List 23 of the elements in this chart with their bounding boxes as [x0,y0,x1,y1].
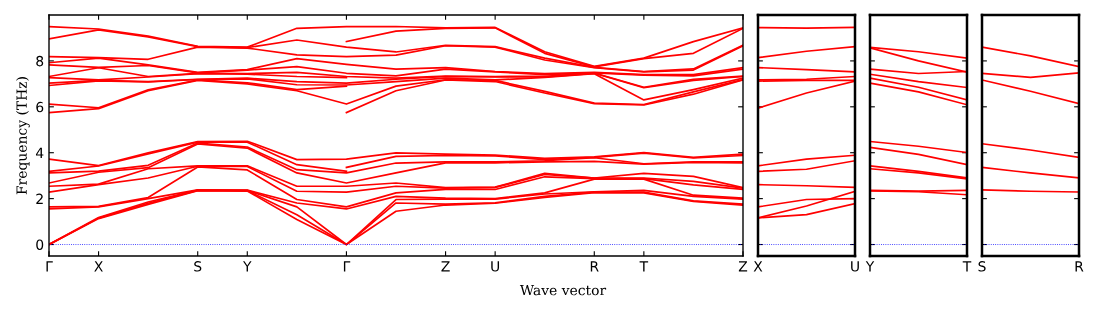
x-tick-label: Z [441,261,450,272]
x-tick-label: Γ [46,261,53,272]
y-axis-title: Frequency (THz) [16,77,30,195]
x-tick-label: Γ [343,261,351,272]
x-tick-label: T [962,261,972,272]
x-tick-label: S [194,261,202,272]
y-tick-label: 0 [36,239,44,250]
x-axis-title: Wave vector [519,284,607,296]
x-tick-label: Y [243,261,252,272]
x-tick-label: T [639,261,649,272]
x-tick-label: R [590,261,599,272]
x-tick-label: Z [738,261,748,272]
x-tick-label: U [491,261,500,272]
y-tick-label: 2 [36,193,43,204]
x-tick-label: X [753,261,763,272]
y-tick-label: 4 [35,147,44,158]
x-tick-label: R [1075,261,1084,272]
x-tick-label: S [978,261,986,272]
x-tick-label: U [851,261,859,272]
y-tick-label: 8 [36,55,44,67]
y-tick-label: 6 [36,101,44,113]
x-tick-label: Y [865,261,875,272]
x-tick-label: X [94,261,103,272]
